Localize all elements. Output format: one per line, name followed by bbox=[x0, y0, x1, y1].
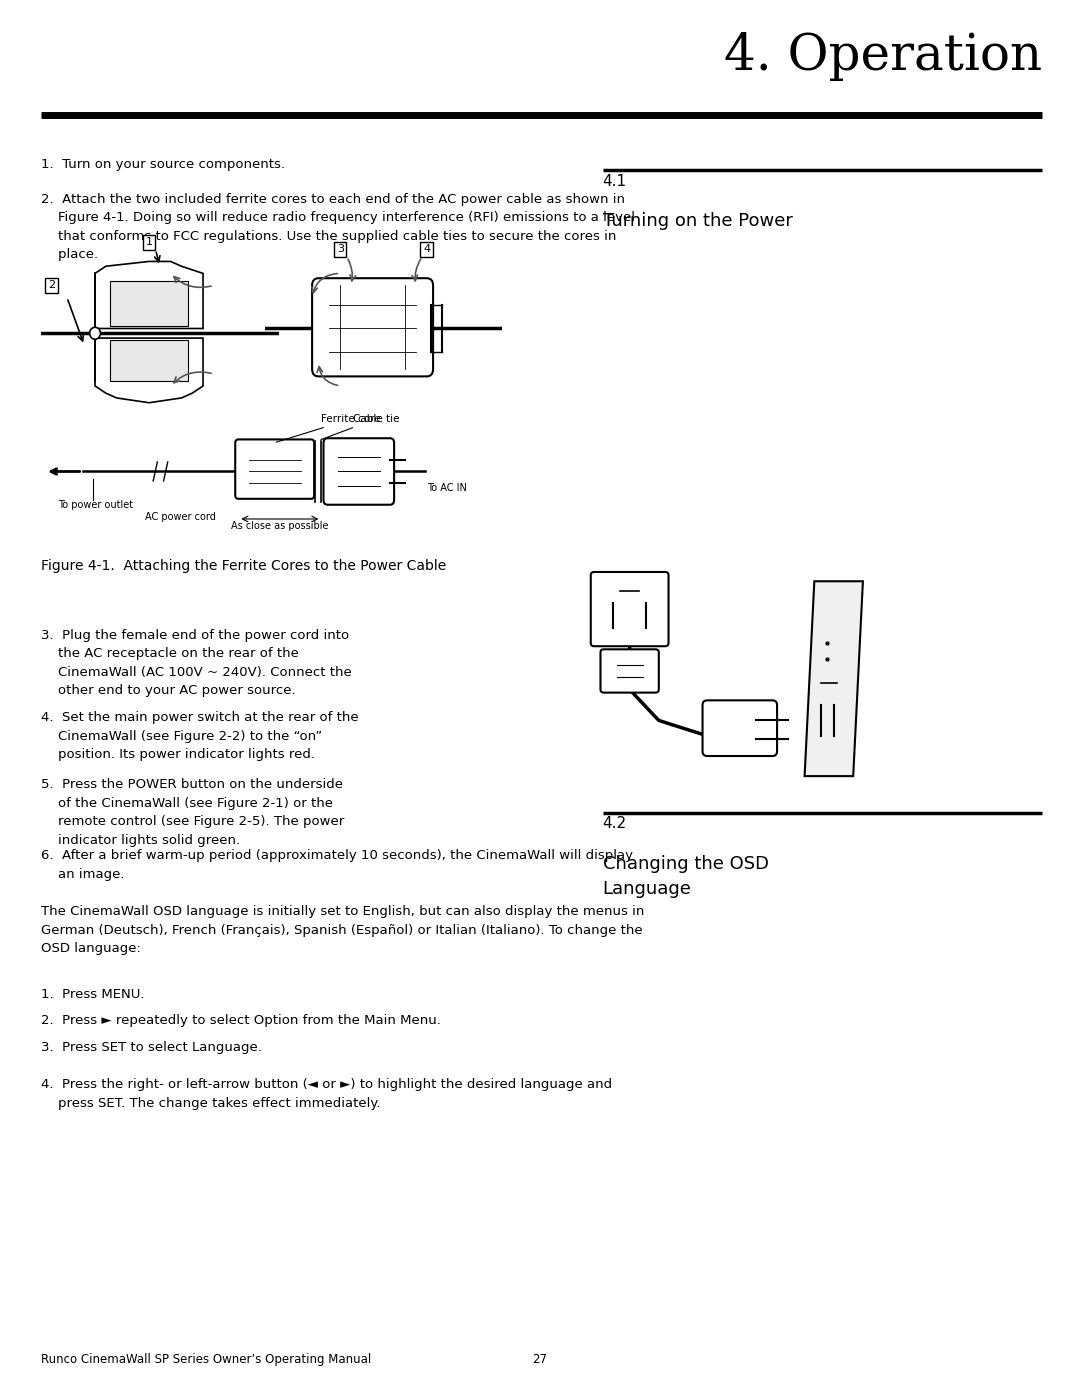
Polygon shape bbox=[95, 261, 203, 328]
Text: 4.1: 4.1 bbox=[603, 173, 626, 189]
FancyBboxPatch shape bbox=[600, 650, 659, 693]
Text: Changing the OSD: Changing the OSD bbox=[603, 855, 769, 873]
Text: To AC IN: To AC IN bbox=[428, 483, 468, 493]
Text: 2: 2 bbox=[49, 281, 55, 291]
Text: 3.  Plug the female end of the power cord into
    the AC receptacle on the rear: 3. Plug the female end of the power cord… bbox=[41, 629, 352, 697]
Text: Ferrite core: Ferrite core bbox=[276, 414, 381, 443]
Text: 2.  Press ► repeatedly to select Option from the Main Menu.: 2. Press ► repeatedly to select Option f… bbox=[41, 1014, 441, 1027]
Text: 1.  Turn on your source components.: 1. Turn on your source components. bbox=[41, 158, 285, 170]
Text: 6.  After a brief warm-up period (approximately 10 seconds), the CinemaWall will: 6. After a brief warm-up period (approxi… bbox=[41, 849, 633, 882]
Text: Figure 4-1.  Attaching the Ferrite Cores to the Power Cable: Figure 4-1. Attaching the Ferrite Cores … bbox=[41, 559, 446, 573]
Polygon shape bbox=[110, 281, 188, 326]
Text: To power outlet: To power outlet bbox=[57, 500, 133, 510]
Text: Turning on the Power: Turning on the Power bbox=[603, 212, 793, 231]
Text: 1: 1 bbox=[146, 237, 152, 247]
FancyBboxPatch shape bbox=[235, 440, 314, 499]
FancyBboxPatch shape bbox=[312, 278, 433, 376]
Polygon shape bbox=[95, 338, 203, 402]
FancyBboxPatch shape bbox=[591, 571, 669, 647]
Text: 3: 3 bbox=[337, 244, 343, 254]
Text: 27: 27 bbox=[532, 1354, 548, 1366]
Text: 4: 4 bbox=[423, 244, 430, 254]
Polygon shape bbox=[805, 581, 863, 777]
Text: 5.  Press the POWER button on the underside
    of the CinemaWall (see Figure 2-: 5. Press the POWER button on the undersi… bbox=[41, 778, 345, 847]
Text: Cable tie: Cable tie bbox=[321, 414, 400, 440]
Text: As close as possible: As close as possible bbox=[231, 521, 328, 531]
Text: 4.  Press the right- or left-arrow button (◄ or ►) to highlight the desired lang: 4. Press the right- or left-arrow button… bbox=[41, 1078, 612, 1111]
Circle shape bbox=[90, 327, 100, 339]
Text: Runco CinemaWall SP Series Owner’s Operating Manual: Runco CinemaWall SP Series Owner’s Opera… bbox=[41, 1354, 372, 1366]
Text: 1.  Press MENU.: 1. Press MENU. bbox=[41, 988, 145, 1000]
FancyBboxPatch shape bbox=[702, 700, 778, 756]
Polygon shape bbox=[110, 341, 188, 381]
Text: 3.  Press SET to select Language.: 3. Press SET to select Language. bbox=[41, 1041, 262, 1053]
Text: 2.  Attach the two included ferrite cores to each end of the AC power cable as s: 2. Attach the two included ferrite cores… bbox=[41, 193, 635, 261]
Text: The CinemaWall OSD language is initially set to English, but can also display th: The CinemaWall OSD language is initially… bbox=[41, 905, 645, 956]
Text: AC power cord: AC power cord bbox=[145, 511, 216, 522]
Text: 4.2: 4.2 bbox=[603, 816, 626, 831]
FancyBboxPatch shape bbox=[324, 439, 394, 504]
Text: Language: Language bbox=[603, 880, 691, 898]
Text: 4.  Set the main power switch at the rear of the
    CinemaWall (see Figure 2-2): 4. Set the main power switch at the rear… bbox=[41, 711, 359, 761]
Text: 4. Operation: 4. Operation bbox=[724, 32, 1042, 81]
